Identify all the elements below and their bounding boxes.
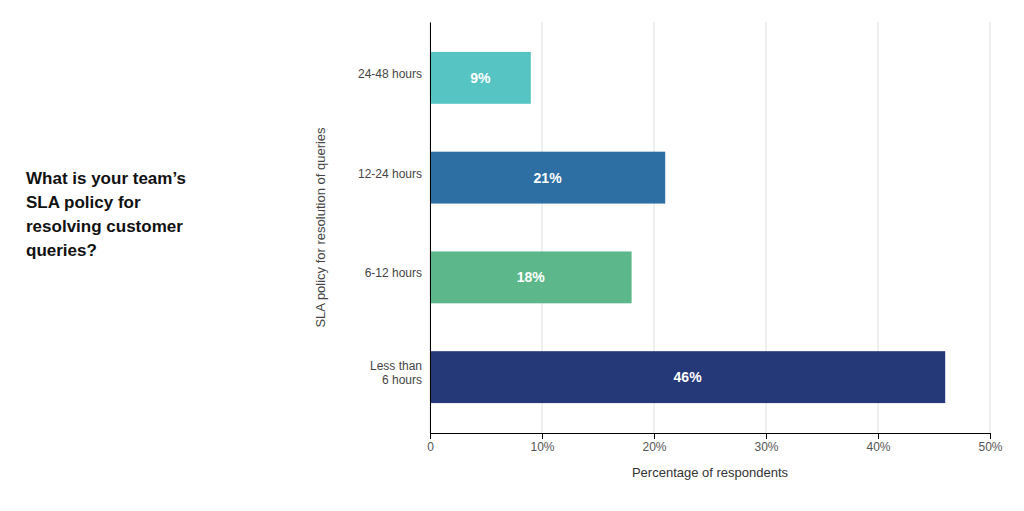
y-tick: Less than6 hours <box>370 359 430 387</box>
y-tick-label: Less than6 hours <box>370 359 422 387</box>
x-tick: 0 <box>427 433 434 454</box>
x-tick: 20% <box>642 433 666 454</box>
y-tick-label-line: 24-48 hours <box>358 67 422 81</box>
x-tick-mark <box>654 433 655 439</box>
x-axis-title: Percentage of respondents <box>632 465 789 480</box>
data-label: 9% <box>470 70 491 86</box>
y-tick-label: 12-24 hours <box>358 167 422 181</box>
grid-line <box>430 22 431 433</box>
title-line: SLA policy for <box>26 193 141 212</box>
data-label: 18% <box>517 269 546 285</box>
y-axis-line <box>430 23 431 434</box>
bars <box>430 52 945 403</box>
bar <box>430 351 945 403</box>
title-line: queries? <box>26 241 97 260</box>
data-labels: 46% 18% 21% 9% <box>470 70 702 385</box>
x-tick-mark <box>766 433 767 439</box>
x-tick: 40% <box>866 433 890 454</box>
grid-line <box>990 22 991 433</box>
y-tick-label-line: 6-12 hours <box>365 266 422 280</box>
data-label: 46% <box>674 369 703 385</box>
x-tick-mark <box>430 433 431 439</box>
x-tick-label: 50% <box>978 440 1002 454</box>
x-tick: 10% <box>530 433 554 454</box>
y-tick-label: 24-48 hours <box>358 67 422 81</box>
y-tick: 6-12 hours <box>365 266 430 280</box>
y-axis: Less than6 hours 6-12 hours 12-24 hours 24-… <box>358 23 431 434</box>
x-tick-label: 30% <box>754 440 778 454</box>
bar <box>430 152 665 204</box>
y-tick-label-line: Less than <box>370 359 422 373</box>
y-axis-title: SLA policy for resolution of queries <box>313 127 328 328</box>
x-tick-label: 40% <box>866 440 890 454</box>
x-tick-mark <box>878 433 879 439</box>
y-tick-label: 6-12 hours <box>365 266 422 280</box>
grid <box>430 22 990 433</box>
y-tick: 24-48 hours <box>358 67 430 81</box>
title: What is your team’s SLA policy for resolvi… <box>26 169 186 260</box>
title-line: resolving customer <box>26 217 183 236</box>
x-tick: 30% <box>754 433 778 454</box>
x-axis-line <box>431 434 991 440</box>
y-tick: 12-24 hours <box>358 167 430 181</box>
x-tick-label: 20% <box>642 440 666 454</box>
y-tick-label-line: 12-24 hours <box>358 167 422 181</box>
x-tick-label: 0 <box>427 440 434 454</box>
title-line: What is your team’s <box>26 169 186 188</box>
x-tick-mark <box>542 433 543 439</box>
x-tick-label: 10% <box>530 440 554 454</box>
x-axis: 0 10% 20% 30% 40% 50% <box>427 433 1003 454</box>
chart: 0 10% 20% 30% 40% 50% Less than6 hours 6-12 hou… <box>0 0 1024 511</box>
data-label: 21% <box>534 170 563 186</box>
x-tick: 50% <box>978 433 1002 454</box>
y-tick-label-line: 6 hours <box>382 373 422 387</box>
x-tick-mark <box>990 433 991 439</box>
bar <box>430 251 632 303</box>
bar <box>430 52 531 104</box>
